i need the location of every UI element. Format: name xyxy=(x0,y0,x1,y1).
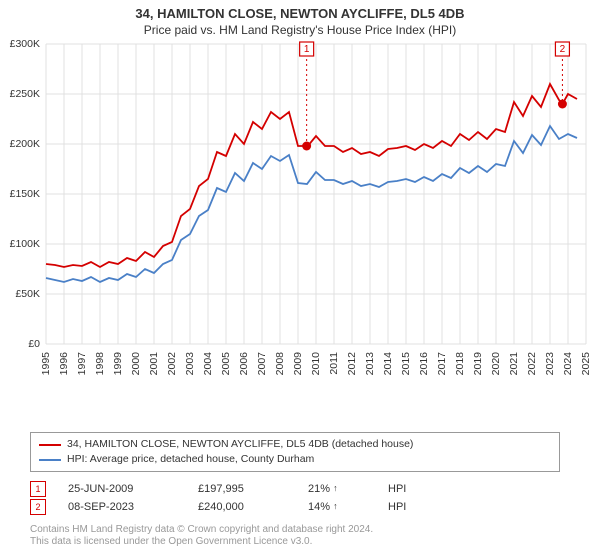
svg-text:2014: 2014 xyxy=(382,352,394,376)
svg-text:£150K: £150K xyxy=(10,188,40,200)
svg-text:2011: 2011 xyxy=(328,352,340,375)
svg-text:2019: 2019 xyxy=(472,352,484,376)
svg-text:2005: 2005 xyxy=(220,352,232,376)
chart-title: 34, HAMILTON CLOSE, NEWTON AYCLIFFE, DL5… xyxy=(0,0,600,21)
svg-text:2022: 2022 xyxy=(526,352,538,376)
svg-text:2007: 2007 xyxy=(256,352,268,376)
event-hpi: HPI xyxy=(388,498,406,516)
event-row: 2 08-SEP-2023 £240,000 14% ↑ HPI xyxy=(30,498,570,516)
svg-text:2024: 2024 xyxy=(562,352,574,376)
svg-text:2015: 2015 xyxy=(400,352,412,376)
event-pct: 21% ↑ xyxy=(308,480,388,498)
svg-text:2018: 2018 xyxy=(454,352,466,376)
svg-text:2: 2 xyxy=(560,44,566,55)
event-date: 25-JUN-2009 xyxy=(68,480,198,498)
footnote: Contains HM Land Registry data © Crown c… xyxy=(30,524,570,548)
legend-swatch-1 xyxy=(39,444,61,446)
svg-text:2010: 2010 xyxy=(310,352,322,376)
svg-text:1997: 1997 xyxy=(76,352,88,376)
legend-box: 34, HAMILTON CLOSE, NEWTON AYCLIFFE, DL5… xyxy=(30,432,560,472)
footnote-line: This data is licensed under the Open Gov… xyxy=(30,536,570,548)
svg-text:£200K: £200K xyxy=(10,138,40,150)
svg-text:2016: 2016 xyxy=(418,352,430,376)
legend-item: 34, HAMILTON CLOSE, NEWTON AYCLIFFE, DL5… xyxy=(39,437,551,452)
event-date: 08-SEP-2023 xyxy=(68,498,198,516)
svg-text:£250K: £250K xyxy=(10,88,40,100)
svg-text:2001: 2001 xyxy=(148,352,160,376)
svg-text:1: 1 xyxy=(304,44,310,55)
svg-text:2002: 2002 xyxy=(166,352,178,376)
up-arrow-icon: ↑ xyxy=(333,483,338,493)
svg-text:£300K: £300K xyxy=(10,40,40,50)
svg-text:2012: 2012 xyxy=(346,352,358,376)
event-hpi: HPI xyxy=(388,480,406,498)
chart-svg: £0 £50K £100K £150K £200K £250K £300K 1995 1996 1… xyxy=(0,40,600,398)
svg-text:1999: 1999 xyxy=(112,352,124,376)
up-arrow-icon: ↑ xyxy=(333,501,338,511)
svg-text:2025: 2025 xyxy=(580,352,592,376)
event-pct: 14% ↑ xyxy=(308,498,388,516)
svg-text:1998: 1998 xyxy=(94,352,106,376)
legend-item: HPI: Average price, detached house, Coun… xyxy=(39,452,551,467)
svg-text:£50K: £50K xyxy=(15,288,40,300)
svg-text:2006: 2006 xyxy=(238,352,250,376)
chart-area: £0 £50K £100K £150K £200K £250K £300K 1995 1996 1… xyxy=(0,40,600,398)
event-price: £197,995 xyxy=(198,480,308,498)
svg-text:2009: 2009 xyxy=(292,352,304,376)
svg-text:2008: 2008 xyxy=(274,352,286,376)
svg-text:£0: £0 xyxy=(28,338,40,350)
svg-text:1995: 1995 xyxy=(40,352,52,376)
event-price: £240,000 xyxy=(198,498,308,516)
svg-text:2003: 2003 xyxy=(184,352,196,376)
svg-text:1996: 1996 xyxy=(58,352,70,376)
legend-swatch-2 xyxy=(39,459,61,461)
legend-label: 34, HAMILTON CLOSE, NEWTON AYCLIFFE, DL5… xyxy=(67,437,413,452)
chart-subtitle: Price paid vs. HM Land Registry's House … xyxy=(0,21,600,41)
svg-text:2013: 2013 xyxy=(364,352,376,376)
event-row: 1 25-JUN-2009 £197,995 21% ↑ HPI xyxy=(30,480,570,498)
svg-text:2017: 2017 xyxy=(436,352,448,376)
svg-text:2000: 2000 xyxy=(130,352,142,376)
event-marker-1: 1 xyxy=(30,481,46,497)
svg-text:2004: 2004 xyxy=(202,352,214,376)
svg-text:2021: 2021 xyxy=(508,352,520,376)
events-table: 1 25-JUN-2009 £197,995 21% ↑ HPI 2 08-SE… xyxy=(30,480,570,516)
svg-text:£100K: £100K xyxy=(10,238,40,250)
svg-text:2020: 2020 xyxy=(490,352,502,376)
svg-text:2023: 2023 xyxy=(544,352,556,376)
event-marker-2: 2 xyxy=(30,499,46,515)
legend-label: HPI: Average price, detached house, Coun… xyxy=(67,452,314,467)
footnote-line: Contains HM Land Registry data © Crown c… xyxy=(30,524,570,536)
